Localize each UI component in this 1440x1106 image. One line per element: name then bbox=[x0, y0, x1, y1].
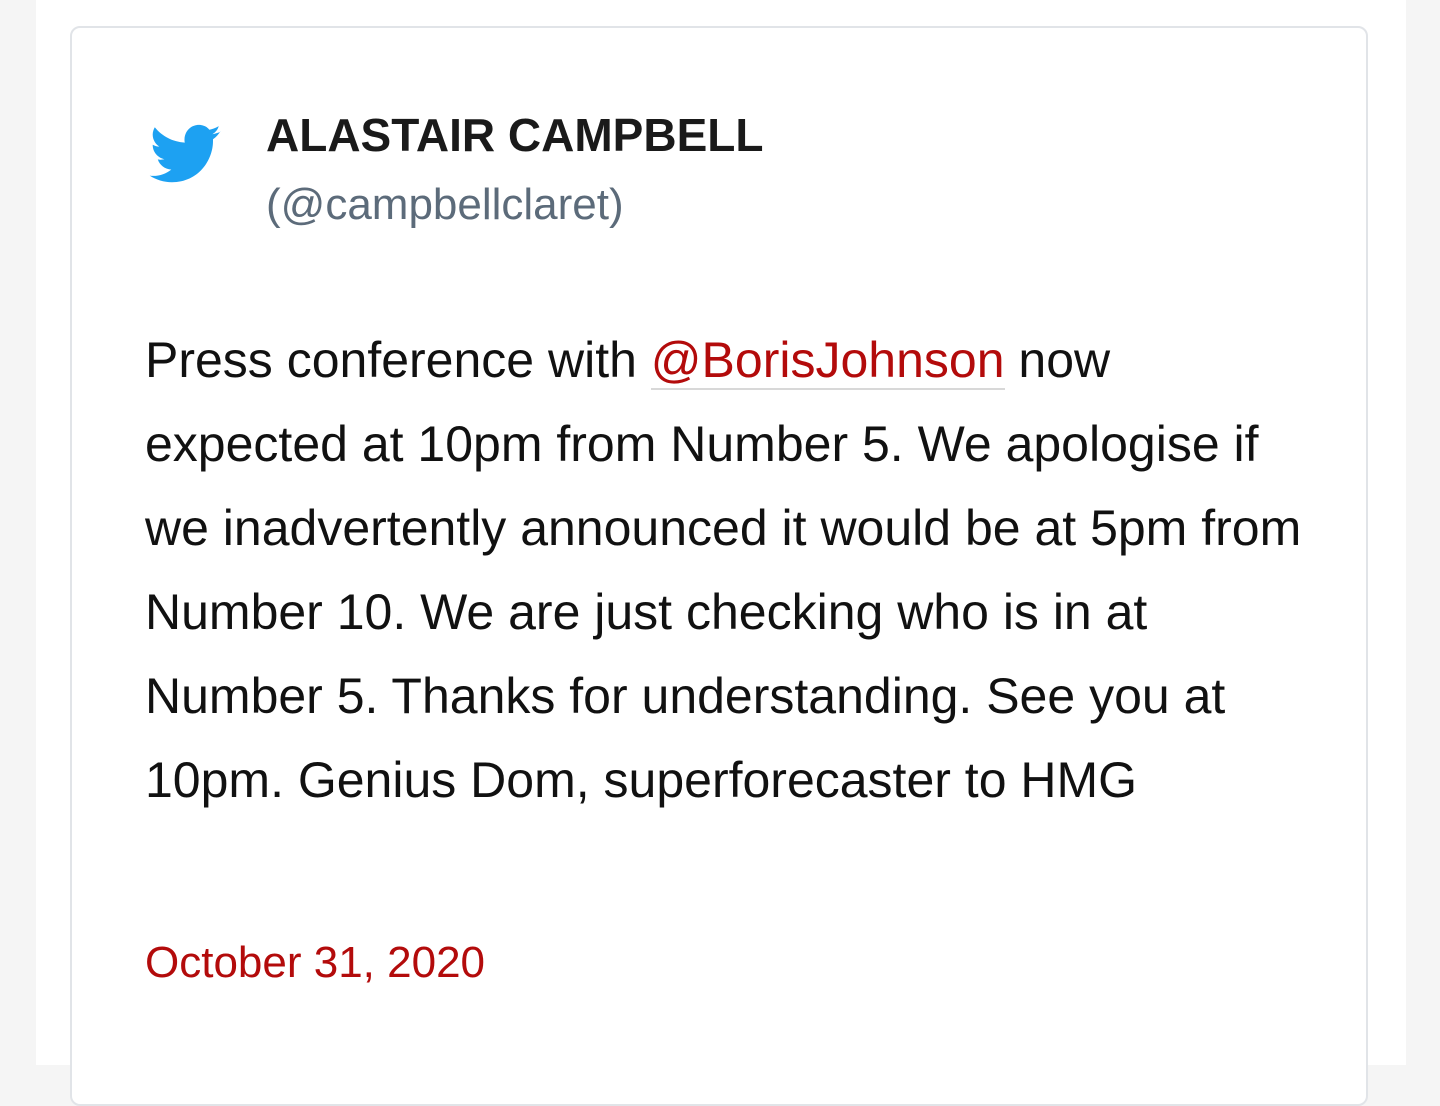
tweet-date-link[interactable]: October 31, 2020 bbox=[145, 938, 486, 987]
tweet-card bbox=[70, 26, 1368, 1106]
tweet-text: Press conference with @BorisJohnson now … bbox=[145, 318, 1325, 822]
twitter-bird-icon bbox=[149, 124, 221, 183]
author-name[interactable]: ALASTAIR CAMPBELL bbox=[266, 109, 764, 161]
tweet-text-part: Press conference with bbox=[145, 332, 651, 388]
tweet-text-part: now expected at 10pm from Number 5. We a… bbox=[145, 332, 1302, 808]
mention-link[interactable]: @BorisJohnson bbox=[650, 332, 1005, 390]
author-handle[interactable]: (@campbellclaret) bbox=[266, 180, 624, 229]
